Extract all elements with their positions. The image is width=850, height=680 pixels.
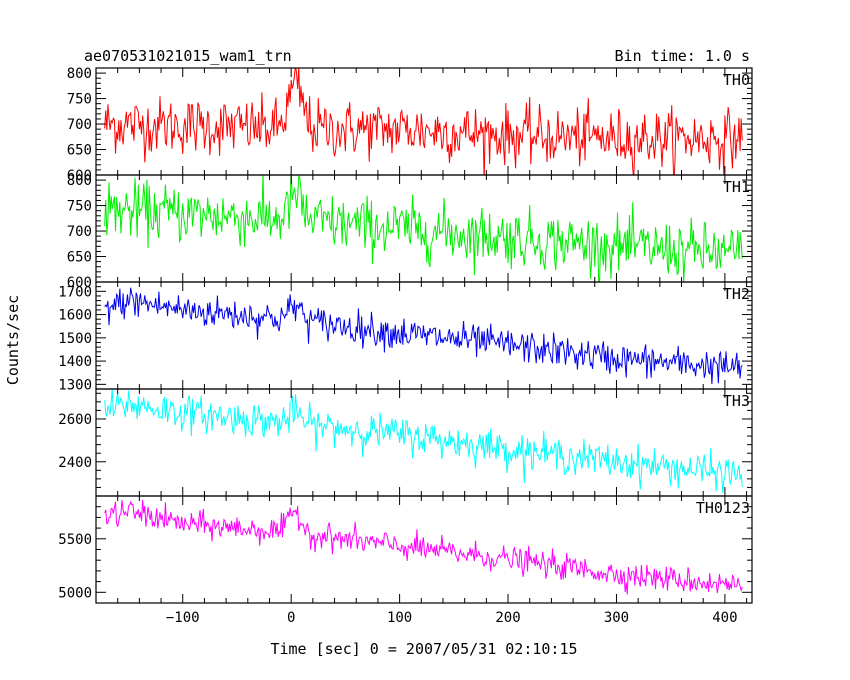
x-tick-label: 0 <box>287 610 295 626</box>
y-tick-label: 1600 <box>58 308 92 324</box>
series-line-th2 <box>104 287 743 385</box>
y-tick-label: 5000 <box>58 585 92 601</box>
series-line-th0123 <box>104 499 743 595</box>
panel-frame-th0 <box>95 67 753 176</box>
chart-title: ae070531021015_wam1_trn <box>84 47 292 65</box>
x-tick-label: 100 <box>387 610 412 626</box>
y-tick-label: 800 <box>67 66 92 82</box>
series-line-th3 <box>104 389 743 494</box>
panel-label-th0123: TH0123 <box>696 499 750 517</box>
y-tick-label: 1300 <box>58 377 92 393</box>
x-tick-label: 400 <box>712 610 737 626</box>
panel-label-th0: TH0 <box>723 71 750 89</box>
y-tick-label: 800 <box>67 173 92 189</box>
y-tick-label: 650 <box>67 143 92 159</box>
series-line-th1 <box>104 175 743 282</box>
x-axis-label: Time [sec] 0 = 2007/05/31 02:10:15 <box>270 640 577 658</box>
y-axis-label: Counts/sec <box>4 295 22 385</box>
y-tick-label: 1700 <box>58 284 92 300</box>
y-tick-label: 600 <box>67 275 92 291</box>
y-tick-label: 700 <box>67 224 92 240</box>
y-tick-label: 750 <box>67 199 92 215</box>
panel-label-th2: TH2 <box>723 285 750 303</box>
panels-group: TH0 600 650 700 750 800 TH1 600 650 700 750 800 TH2 1… <box>58 66 753 626</box>
y-tick-label: 2600 <box>58 412 92 428</box>
panel-label-th1: TH1 <box>723 178 750 196</box>
y-tick-label: 1500 <box>58 331 92 347</box>
x-tick-label: 300 <box>604 610 629 626</box>
y-tick-label: 2400 <box>58 455 92 471</box>
y-tick-label: 650 <box>67 250 92 266</box>
y-tick-label: 5500 <box>58 532 92 548</box>
x-tick-label: 200 <box>495 610 520 626</box>
y-tick-label: 600 <box>67 168 92 184</box>
y-tick-label: 700 <box>67 117 92 133</box>
x-tick-label: −100 <box>166 610 200 626</box>
y-tick-label: 1400 <box>58 354 92 370</box>
panel-frame-th1 <box>95 174 753 283</box>
series-line-th0 <box>104 68 743 175</box>
panel-label-th3: TH3 <box>723 392 750 410</box>
y-tick-label: 750 <box>67 92 92 108</box>
bin-time-label: Bin time: 1.0 s <box>615 47 750 65</box>
